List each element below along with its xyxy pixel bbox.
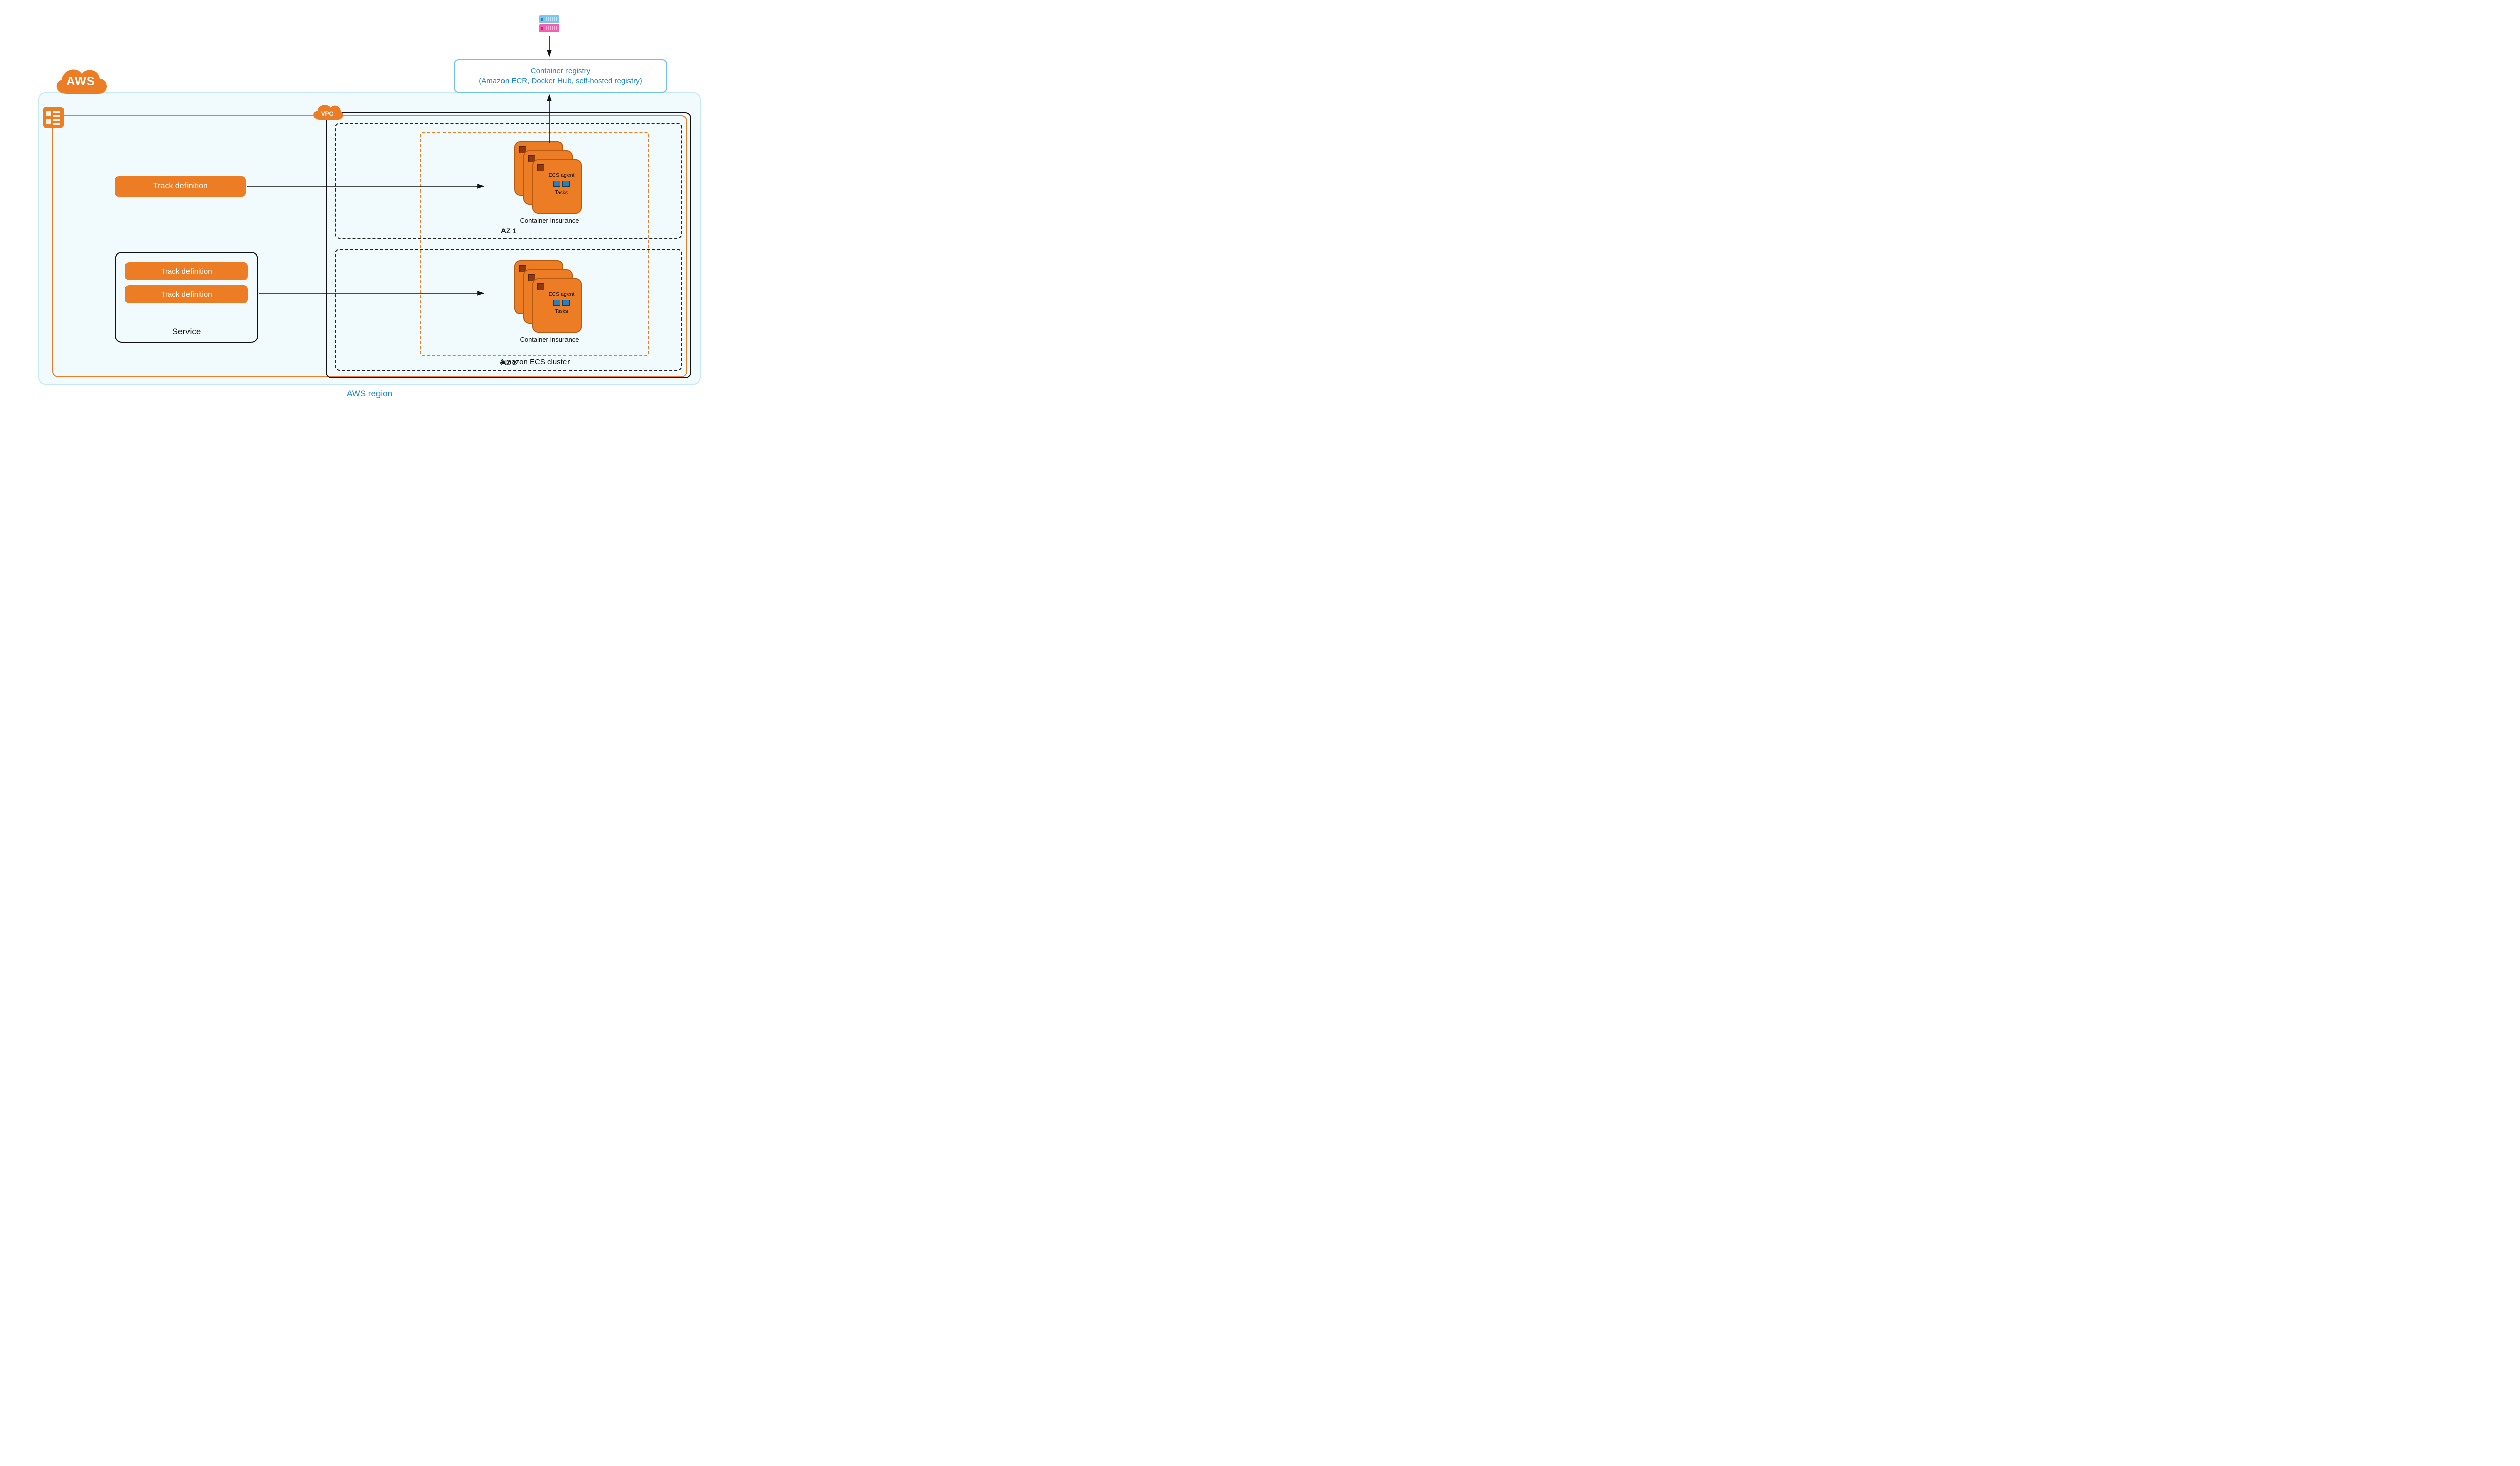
aws-cloud-icon: AWS bbox=[50, 63, 111, 103]
container-registry-box: Container registry (Amazon ECR, Docker H… bbox=[454, 59, 667, 93]
container-instance-az1: ECS agent Tasks bbox=[514, 141, 585, 212]
track-definition-button: Track definition bbox=[125, 262, 248, 280]
track-definition-label: Track definition bbox=[161, 290, 212, 299]
task-chips-icon bbox=[546, 300, 577, 306]
aws-region-label: AWS region bbox=[347, 389, 392, 399]
container-instance-caption-2: Container Insurance bbox=[520, 336, 579, 343]
ecs-agent-label: ECS agent bbox=[546, 172, 577, 178]
vpc-cloud-icon: VPC bbox=[310, 103, 344, 124]
track-definition-button: Track definition bbox=[115, 176, 246, 197]
track-definition-label: Track definition bbox=[153, 182, 208, 191]
aws-cloud-label: AWS bbox=[66, 75, 95, 89]
container-instance-caption-1: Container Insurance bbox=[520, 217, 579, 224]
tasks-label: Tasks bbox=[546, 309, 577, 314]
registry-title: Container registry bbox=[531, 66, 590, 76]
ecs-agent-label: ECS agent bbox=[546, 291, 577, 297]
aws-ecs-architecture-diagram: AWS region AWS VPC AZ 1 bbox=[0, 0, 726, 422]
service-label: Service bbox=[172, 327, 201, 337]
vpc-label: VPC bbox=[321, 110, 334, 117]
tasks-label: Tasks bbox=[546, 190, 577, 196]
task-chips-icon bbox=[546, 181, 577, 187]
server-icon bbox=[538, 14, 560, 34]
container-instance-az2: ECS agent Tasks bbox=[514, 260, 585, 331]
track-definition-button: Track definition bbox=[125, 285, 248, 303]
ecs-cluster-label: Amazon ECS cluster bbox=[500, 358, 570, 433]
registry-subtitle: (Amazon ECR, Docker Hub, self-hosted reg… bbox=[479, 76, 642, 86]
track-definition-label: Track definition bbox=[161, 267, 212, 276]
ecs-service-icon bbox=[42, 106, 65, 129]
